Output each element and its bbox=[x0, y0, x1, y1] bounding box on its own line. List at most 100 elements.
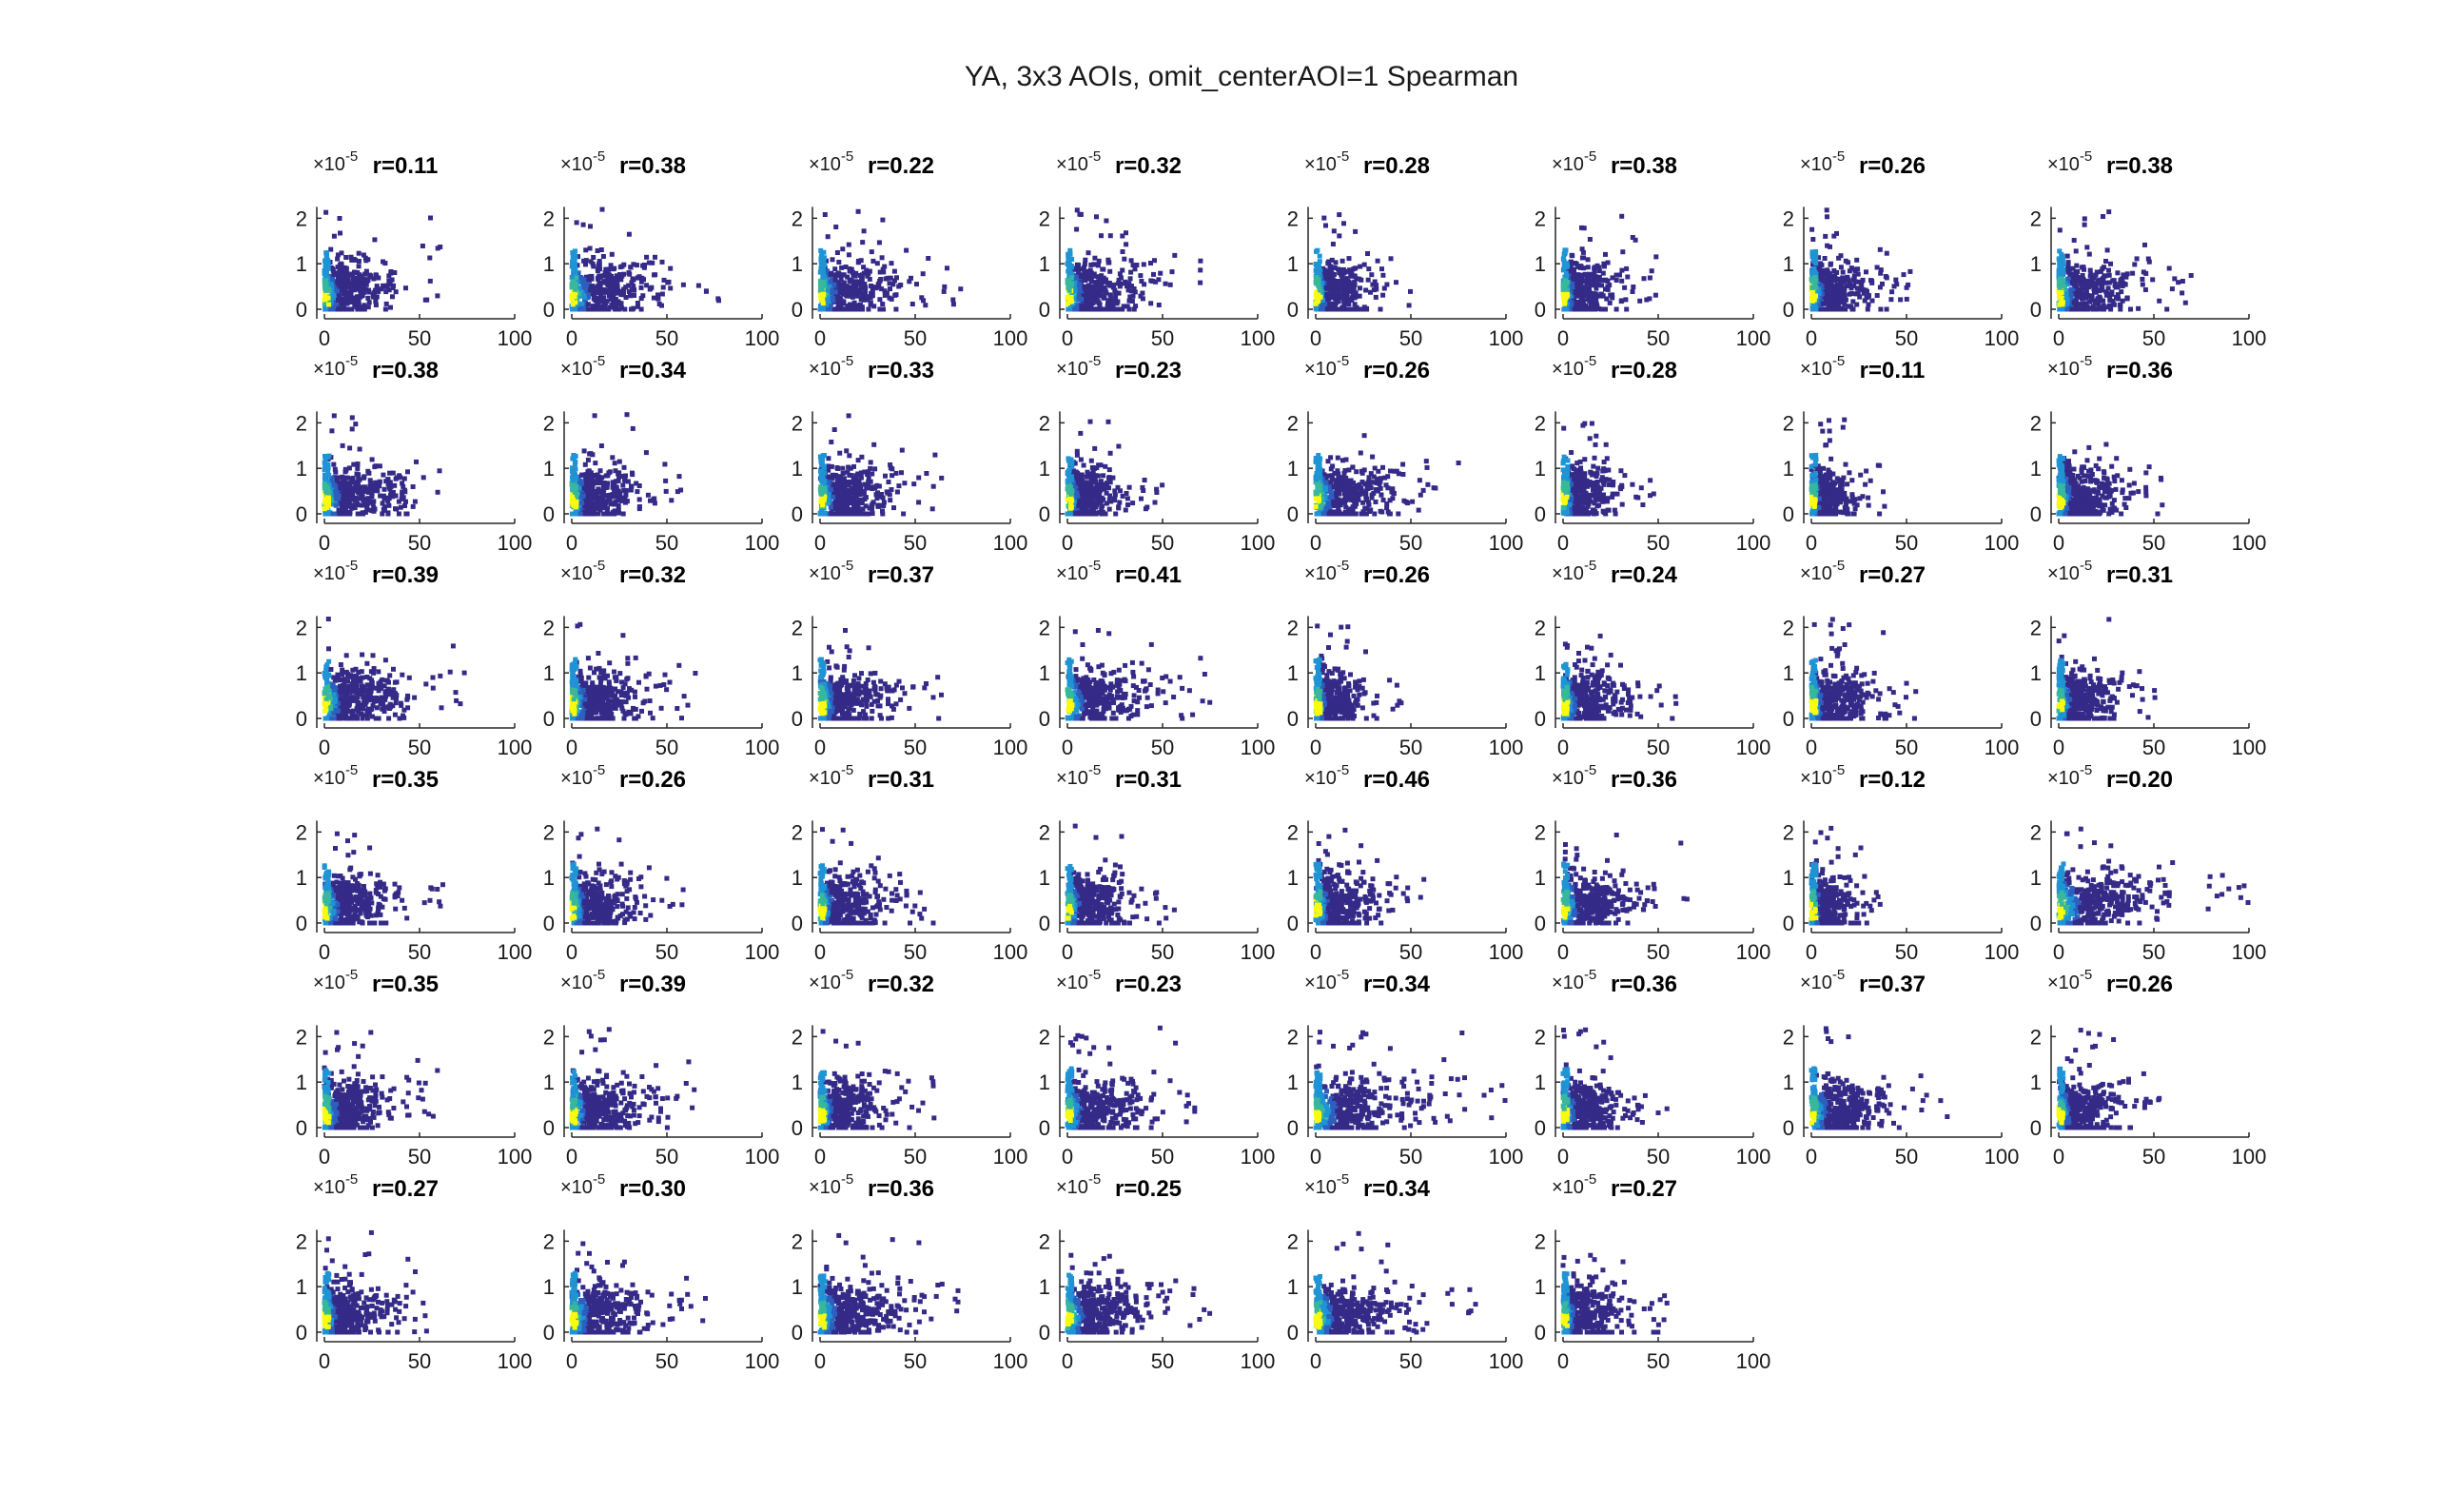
scatter-point bbox=[345, 475, 350, 481]
y-tick-label: 1 bbox=[792, 252, 803, 276]
scatter-point bbox=[661, 277, 667, 283]
scatter-point bbox=[609, 511, 615, 517]
scatter-point bbox=[1590, 279, 1595, 285]
scatter-point bbox=[1653, 254, 1659, 260]
scatter-point bbox=[1854, 302, 1860, 307]
y-tick-label: 2 bbox=[2030, 206, 2042, 230]
scatter-point bbox=[1314, 248, 1319, 254]
scatter-point bbox=[958, 286, 964, 292]
scatter-point bbox=[578, 490, 583, 496]
scatter-point bbox=[1809, 277, 1814, 282]
scatter-point bbox=[347, 445, 353, 451]
scatter-point bbox=[2188, 273, 2194, 278]
scatter-point bbox=[1852, 279, 1858, 285]
scatter-point bbox=[1864, 269, 1868, 275]
scatter-point bbox=[373, 480, 379, 485]
scatter-point bbox=[1866, 302, 1871, 307]
scatter-point bbox=[1124, 284, 1129, 289]
scatter-point bbox=[322, 506, 327, 512]
scatter-point bbox=[1076, 294, 1082, 300]
scatter-point bbox=[854, 293, 860, 299]
scatter-point bbox=[1593, 298, 1598, 304]
scatter-point bbox=[825, 271, 831, 277]
scatter-point bbox=[1563, 277, 1569, 283]
scatter-point bbox=[662, 462, 668, 467]
scatter-point bbox=[1907, 268, 1913, 274]
scatter-point bbox=[342, 483, 347, 489]
scatter-point bbox=[864, 267, 870, 273]
scatter-point bbox=[651, 497, 656, 502]
scatter-point bbox=[635, 489, 640, 495]
x-tick-label: 0 bbox=[1062, 326, 1073, 350]
scatter-point bbox=[663, 488, 669, 494]
scatter-point bbox=[342, 284, 347, 289]
scatter-point bbox=[877, 502, 883, 508]
x-tick-label: 100 bbox=[1985, 326, 2020, 350]
scatter-point bbox=[1115, 281, 1121, 286]
scatter-point bbox=[1585, 276, 1590, 282]
scatter-point bbox=[600, 487, 606, 493]
scatter-point bbox=[920, 271, 926, 277]
scatter-point bbox=[1575, 264, 1581, 269]
scatter-point bbox=[838, 504, 844, 510]
scatter-point bbox=[596, 281, 602, 286]
y-exponent-label: ×10-5 bbox=[2047, 148, 2092, 175]
scatter-point bbox=[1587, 237, 1593, 242]
scatter-point bbox=[850, 508, 855, 514]
scatter-point bbox=[323, 285, 328, 291]
scatter-point bbox=[1116, 277, 1122, 283]
scatter-point bbox=[851, 306, 857, 312]
scatter-point bbox=[573, 275, 578, 281]
scatter-point bbox=[362, 284, 367, 289]
scatter-point bbox=[1594, 279, 1599, 285]
scatter-point bbox=[1620, 249, 1626, 255]
scatter-point bbox=[1847, 304, 1851, 309]
scatter-point bbox=[1840, 269, 1846, 275]
scatter-point bbox=[325, 258, 331, 263]
scatter-point bbox=[2099, 285, 2104, 289]
scatter-point bbox=[2064, 296, 2070, 302]
scatter-point bbox=[1828, 281, 1834, 286]
y-tick-label: 2 bbox=[1535, 206, 1546, 230]
scatter-point bbox=[2106, 280, 2112, 285]
scatter-point bbox=[2081, 301, 2085, 306]
scatter-point bbox=[627, 293, 633, 299]
scatter-point bbox=[362, 306, 367, 312]
scatter-point bbox=[1341, 299, 1347, 304]
scatter-point bbox=[352, 484, 358, 490]
scatter-point bbox=[1605, 286, 1611, 292]
scatter-point bbox=[335, 270, 341, 276]
scatter-point bbox=[1089, 306, 1095, 312]
scatter-point bbox=[403, 499, 408, 504]
scatter-point bbox=[631, 284, 636, 289]
scatter-point bbox=[1156, 303, 1162, 307]
scatter-point bbox=[2088, 296, 2094, 302]
scatter-point bbox=[1320, 305, 1325, 311]
scatter-point bbox=[852, 273, 858, 279]
scatter-point bbox=[378, 493, 383, 499]
scatter-point bbox=[1067, 295, 1073, 301]
scatter-point bbox=[386, 287, 392, 293]
scatter-point bbox=[819, 297, 825, 303]
scatter-point bbox=[581, 258, 587, 264]
scatter-point bbox=[373, 303, 379, 307]
scatter-point bbox=[344, 499, 350, 504]
scatter-point bbox=[1093, 283, 1099, 288]
scatter-point bbox=[2101, 278, 2106, 284]
scatter-point bbox=[2057, 302, 2063, 307]
scatter-point bbox=[385, 481, 391, 487]
scatter-point bbox=[870, 285, 876, 290]
scatter-point bbox=[357, 272, 362, 278]
scatter-point bbox=[837, 511, 843, 517]
scatter-point bbox=[883, 276, 889, 282]
scatter-point bbox=[1151, 271, 1156, 277]
scatter-point bbox=[835, 295, 840, 300]
scatter-point bbox=[866, 306, 871, 312]
scatter-point bbox=[871, 442, 877, 447]
scatter-point bbox=[2079, 287, 2084, 293]
scatter-point bbox=[581, 306, 587, 312]
scatter-point bbox=[358, 276, 362, 282]
scatter-point bbox=[1092, 255, 1098, 261]
